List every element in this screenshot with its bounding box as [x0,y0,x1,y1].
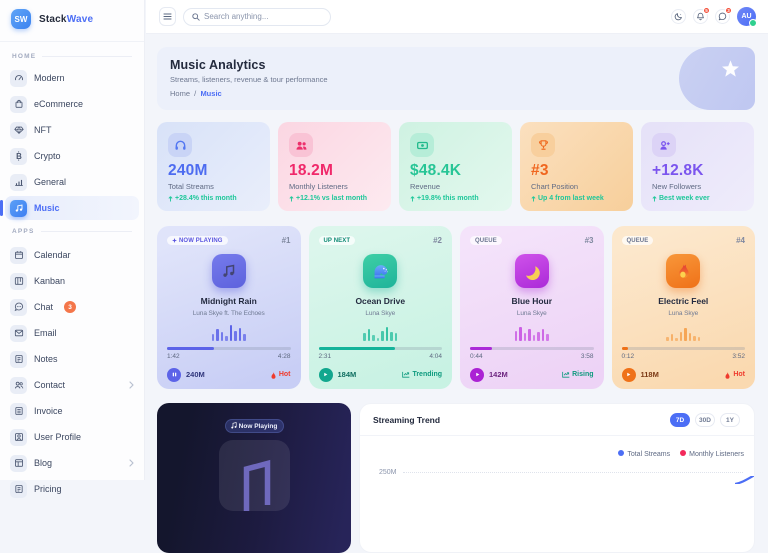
svg-text:B: B [16,152,22,161]
